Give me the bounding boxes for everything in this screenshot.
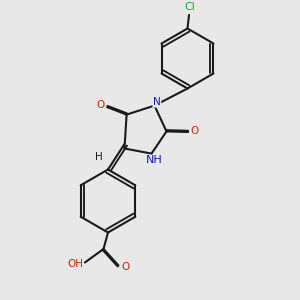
Text: N: N [153, 97, 161, 107]
Text: Cl: Cl [184, 2, 195, 12]
Text: NH: NH [146, 155, 162, 165]
Text: O: O [121, 262, 129, 272]
Text: OH: OH [67, 259, 83, 269]
Text: O: O [190, 125, 199, 136]
Text: O: O [96, 100, 105, 110]
Text: H: H [94, 152, 102, 162]
